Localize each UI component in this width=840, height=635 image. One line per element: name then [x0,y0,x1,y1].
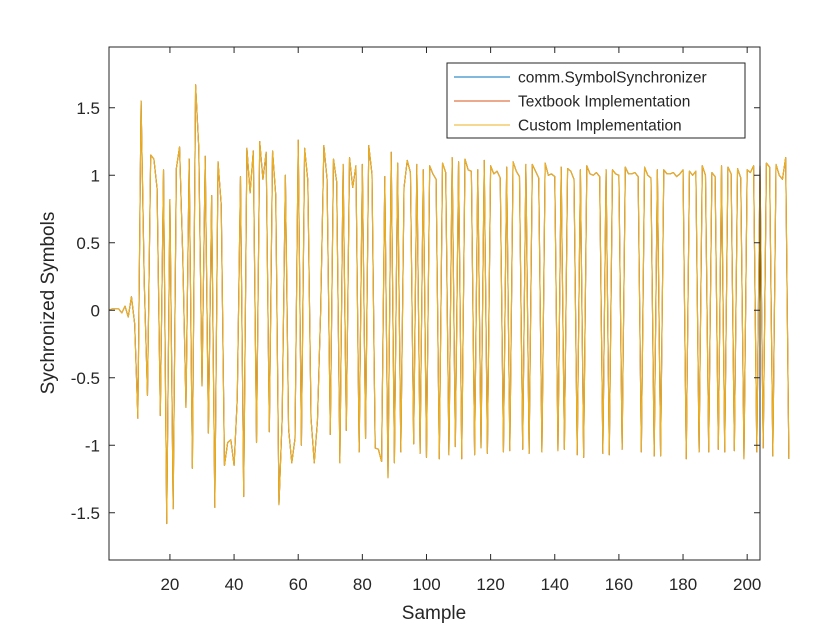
y-axis-label: Sychronized Symbols [38,212,59,395]
y-tick-label: 1.5 [76,99,100,118]
x-tick-label: 40 [225,575,244,594]
legend-label-3: Custom Implementation [518,118,682,135]
x-tick-label: 140 [541,575,569,594]
y-tick-label: 0.5 [76,234,100,253]
x-tick-label: 80 [353,575,372,594]
y-tick-label: -0.5 [71,369,100,388]
x-tick-label: 20 [160,575,179,594]
x-tick-label: 100 [412,575,440,594]
x-tick-label: 120 [476,575,504,594]
y-tick-label: 1 [91,166,100,185]
legend-label-1: comm.SymbolSynchronizer [518,70,707,87]
series-line-3 [108,84,790,525]
axes-box [108,46,761,561]
y-tick-label: -1 [85,436,100,455]
legend: comm.SymbolSynchronizer Textbook Implemen… [446,62,746,139]
x-tick-label: 180 [669,575,697,594]
tick-layer: 20 40 60 80 100 120 140 160 180 200 -1.5 -1 -0.5 0 0.5… [71,47,761,594]
x-axis-label: Sample [402,603,466,624]
x-tick-label: 200 [733,575,761,594]
y-tick-label: -1.5 [71,504,100,523]
series-layer [108,84,790,525]
legend-label-2: Textbook Implementation [518,94,690,111]
x-tick-label: 60 [289,575,308,594]
y-tick-label: 0 [91,301,100,320]
x-tick-label: 160 [605,575,633,594]
